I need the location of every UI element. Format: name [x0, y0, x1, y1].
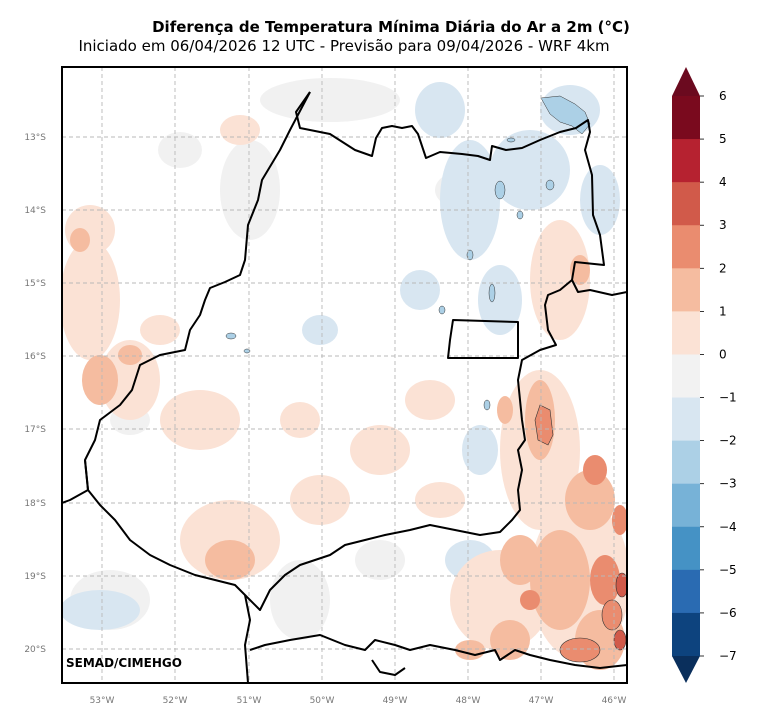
lon-label: 48°W: [456, 696, 481, 706]
colorbar-segment: [672, 397, 700, 442]
temperature-field: [62, 67, 627, 683]
lon-label: 51°W: [237, 696, 262, 706]
colorbar-segment: [672, 354, 700, 399]
colorbar-segment: [672, 612, 700, 657]
colorbar-tick-label: −3: [719, 477, 737, 491]
colorbar-segments: [672, 96, 700, 657]
lat-label: 18°S: [24, 499, 46, 509]
lon-label: 50°W: [310, 696, 335, 706]
lon-label: 53°W: [90, 696, 115, 706]
lat-label: 15°S: [24, 279, 46, 289]
colorbar-segment: [672, 268, 700, 312]
colorbar-segment: [672, 569, 700, 614]
colorbar-tick-label: −2: [719, 434, 737, 448]
colorbar-tick-label: 2: [719, 261, 727, 275]
colorbar-tick-label: −1: [719, 391, 737, 405]
lat-labels: 13°S 14°S 15°S 16°S 17°S 18°S 19°S 20°S: [24, 133, 46, 655]
colorbar-tick-label: 3: [719, 218, 727, 232]
colorbar-tick-label: −5: [719, 563, 737, 577]
credit-label: SEMAD/CIMEHGO: [66, 656, 182, 670]
colorbar-ticks: 6 5 4 3 2 1 0 −1 −2 −3 −4 −5 −6 −7: [700, 89, 737, 663]
colorbar-segment: [672, 483, 700, 528]
colorbar-tick-label: −7: [719, 649, 737, 663]
lat-label: 20°S: [24, 645, 46, 655]
colorbar-segment: [672, 311, 700, 355]
lon-labels: 53°W 52°W 51°W 50°W 49°W 48°W 47°W 46°W: [90, 696, 627, 706]
colorbar-tick-label: 6: [719, 89, 727, 103]
lon-label: 49°W: [383, 696, 408, 706]
colorbar-segment: [672, 96, 700, 140]
colorbar-segment: [672, 225, 700, 269]
lat-label: 17°S: [24, 425, 46, 435]
colorbar-segment: [672, 182, 700, 226]
lat-label: 14°S: [24, 206, 46, 216]
colorbar-tick-label: −6: [719, 606, 737, 620]
lon-label: 46°W: [602, 696, 627, 706]
colorbar-segment: [672, 440, 700, 485]
colorbar-extend-bottom: [672, 656, 700, 683]
colorbar-tick-label: 1: [719, 304, 727, 318]
lon-label: 47°W: [529, 696, 554, 706]
lon-label: 52°W: [163, 696, 188, 706]
colorbar-extend-top: [672, 67, 700, 96]
colorbar-tick-label: 4: [719, 175, 727, 189]
colorbar-tick-label: 5: [719, 132, 727, 146]
state-borders: [62, 91, 627, 683]
colorbar-segment: [672, 139, 700, 183]
lat-label: 16°S: [24, 352, 46, 362]
colorbar: 6 5 4 3 2 1 0 −1 −2 −3 −4 −5 −6 −7: [672, 67, 737, 683]
lat-label: 19°S: [24, 572, 46, 582]
colorbar-tick-label: −4: [719, 520, 737, 534]
colorbar-segment: [672, 526, 700, 571]
map-subtitle: Iniciado em 06/04/2026 12 UTC - Previsão…: [78, 37, 610, 55]
lat-label: 13°S: [24, 133, 46, 143]
map-title: Diferença de Temperatura Mínima Diária d…: [152, 18, 630, 36]
map-frame: [61, 66, 628, 684]
colorbar-tick-label: 0: [719, 347, 727, 361]
